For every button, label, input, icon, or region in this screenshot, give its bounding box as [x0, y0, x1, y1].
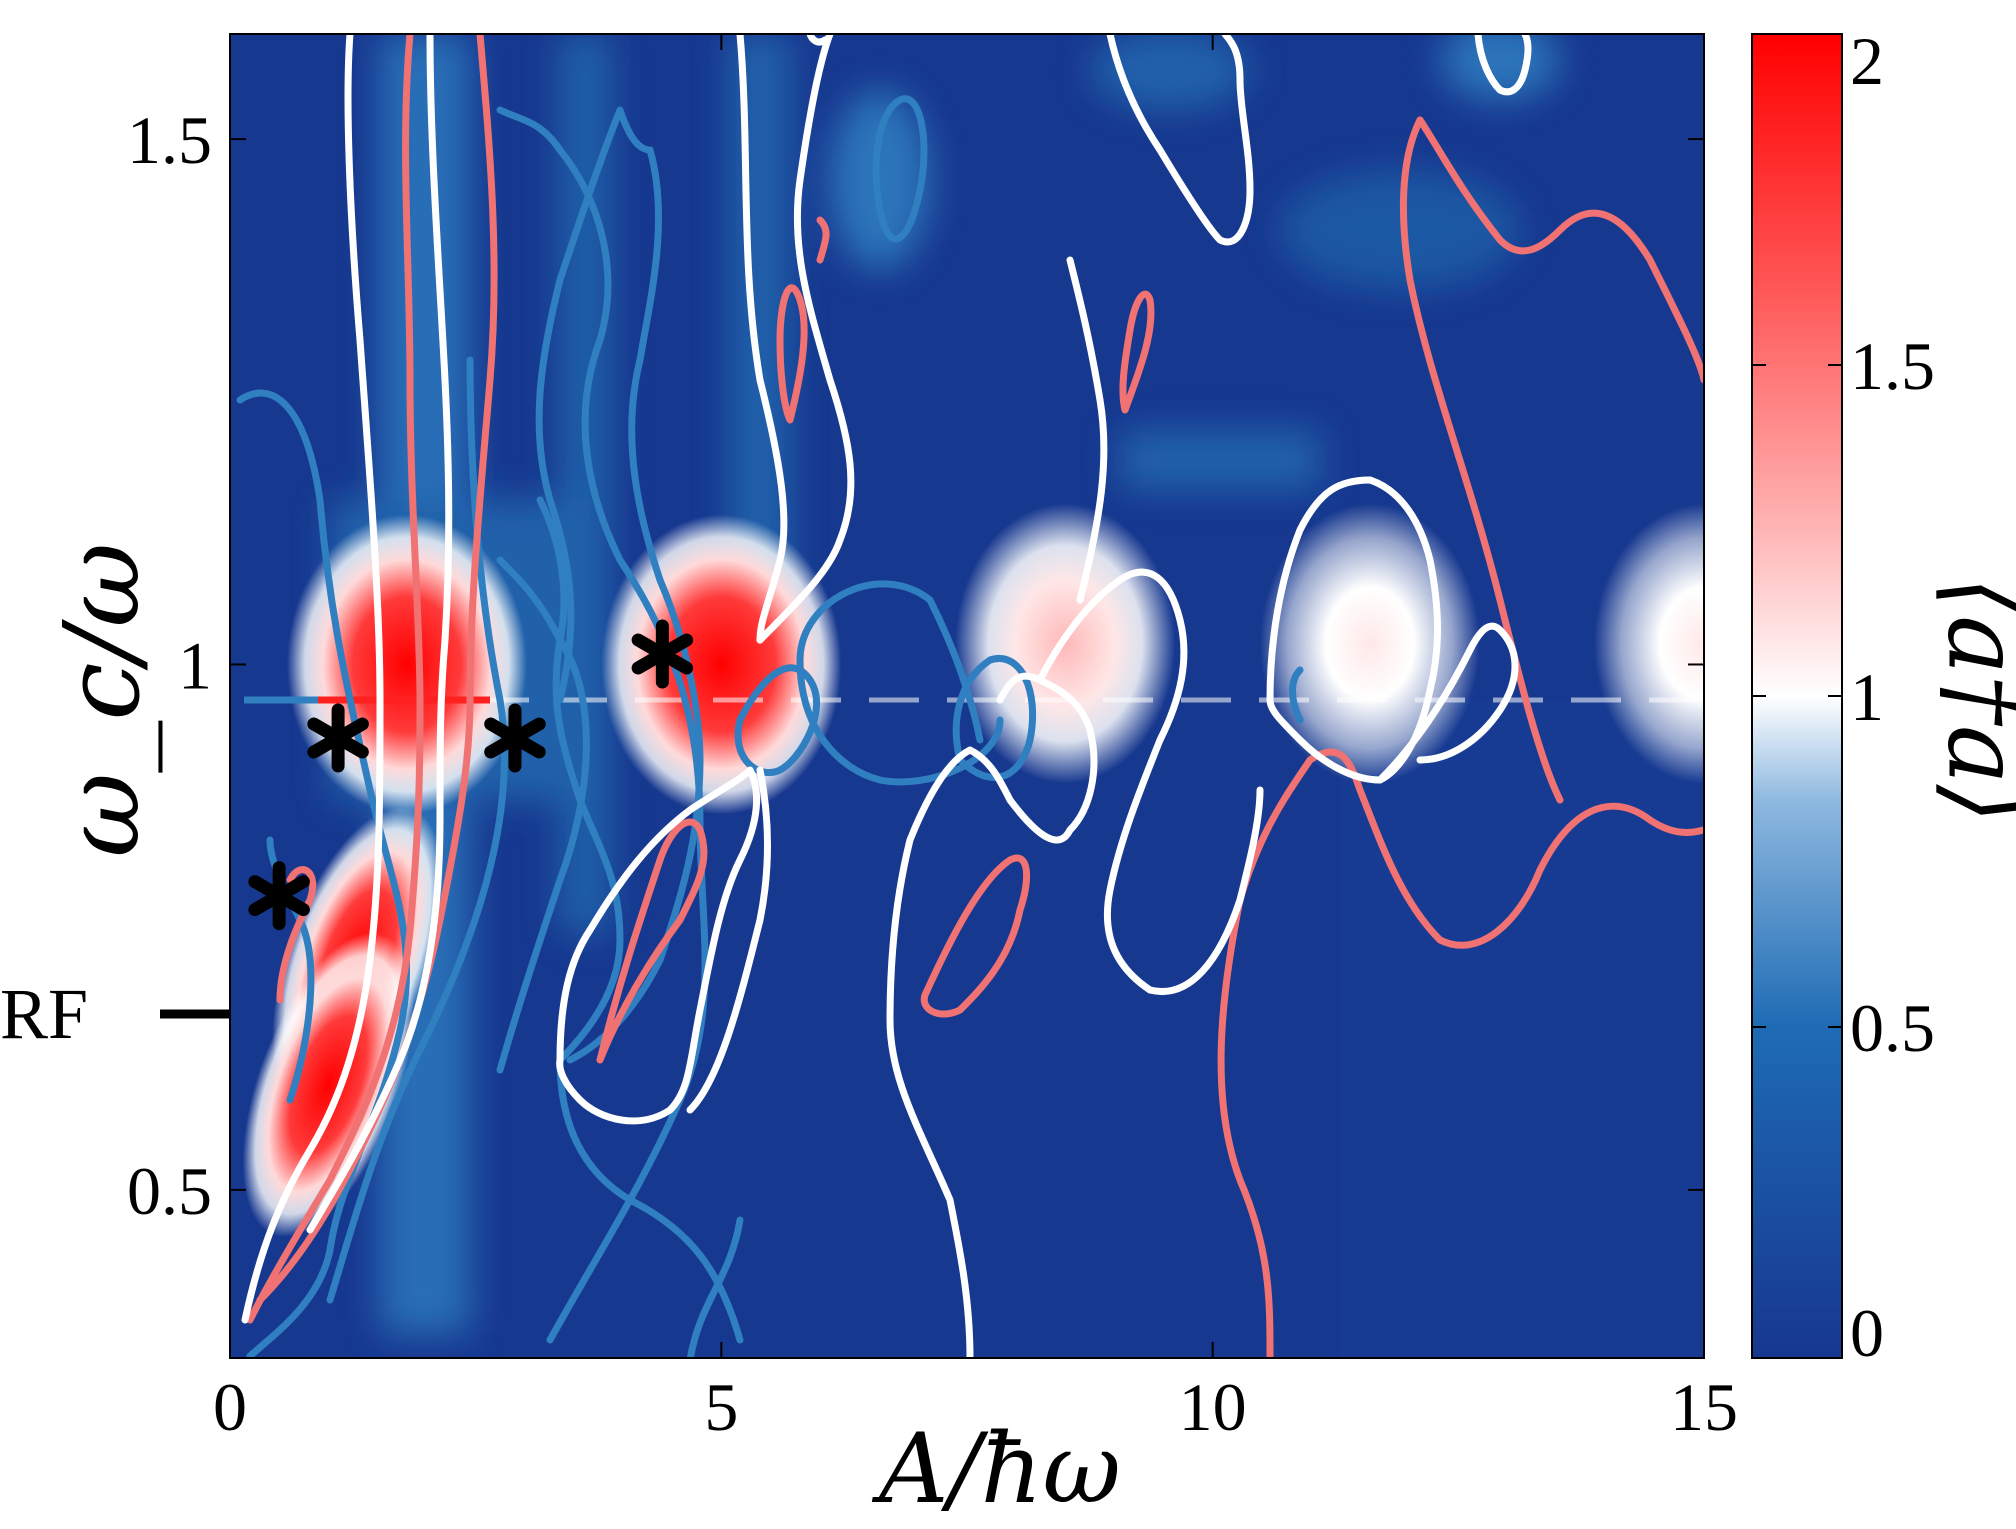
asterisk-marker-3 [484, 703, 546, 773]
contour-pink-7 [920, 854, 1031, 1018]
contour-blue-5 [496, 106, 709, 1344]
x-tick-label: 5 [704, 1369, 738, 1445]
annotations-layer [248, 619, 694, 931]
light-blob-4 [1280, 170, 1520, 290]
contour-blue-10 [796, 580, 1004, 786]
x-axis: 0 5 10 15 [213, 34, 1738, 1445]
y-axis-label-text: ω_c/ω [41, 543, 163, 858]
contour-pink-5 [776, 284, 808, 424]
contour-pink-12 [1399, 116, 1564, 804]
colorbar-tick-label: 0.5 [1850, 990, 1935, 1066]
contour-white-9 [1036, 568, 1188, 994]
contour-white-5 [736, 34, 788, 644]
contour-blue-4 [496, 556, 590, 1074]
contour-pink-4 [596, 818, 708, 1064]
contour-white-14 [1376, 622, 1519, 784]
x-tick-label: 10 [1179, 1369, 1247, 1445]
x-axis-label: A/ħω [871, 1413, 1121, 1525]
y-axis: 0.5 1 1.5 [127, 102, 1704, 1229]
contour-white-13 [1266, 476, 1441, 784]
contour-pink-10 [1306, 748, 1704, 949]
contour-blue-11 [686, 1216, 744, 1358]
colorbar-tick-label: 1 [1850, 659, 1884, 735]
contour-white-3 [556, 766, 761, 1125]
y-tick-label: 1.5 [127, 102, 212, 178]
contour-pink-3 [276, 866, 317, 1004]
x-tick-label: 15 [1670, 1369, 1738, 1445]
asterisk-marker-1 [248, 861, 310, 931]
contour-blue-3 [266, 836, 315, 1104]
contour-blue-12 [872, 95, 928, 243]
plot-frame [229, 33, 1705, 1359]
colorbar-ticks: 0 0.5 1 1.5 2 [1752, 23, 1935, 1371]
dim-zone [1340, 700, 1700, 1358]
y-tick-label: 0.5 [127, 1153, 212, 1229]
colorbar-tick-label: 2 [1850, 23, 1884, 99]
y-axis-label: ω_c/ω [41, 543, 163, 858]
contour-white-10 [1146, 786, 1264, 995]
rf-label: RF [0, 974, 88, 1054]
asterisk-marker-2 [307, 703, 369, 773]
contour-white-8 [996, 672, 1098, 834]
contour-white-4 [686, 766, 771, 1114]
colorbar-gradient [1751, 33, 1843, 1359]
heatmap-field [230, 34, 1704, 1358]
contour-blue-1 [236, 389, 411, 1358]
contour-white-11 [1066, 256, 1108, 604]
x-tick-label: 0 [213, 1369, 247, 1445]
hotspot-2 [242, 932, 414, 1238]
contour-white-7 [886, 746, 1074, 1358]
colorbar-tick-label: 0 [1850, 1295, 1884, 1371]
contour-pink-8 [1119, 290, 1155, 414]
light-blob-1 [830, 90, 930, 270]
colorbar: 0 0.5 1 1.5 2 ⟨a†a⟩ [1751, 23, 2016, 1371]
x-axis-label-text: A/ħω [871, 1413, 1121, 1525]
contour-blue-6 [536, 496, 624, 1064]
contour-pink-11 [1416, 116, 1704, 384]
colorbar-tick-label: 1.5 [1850, 328, 1935, 404]
asterisk-marker-4 [631, 619, 694, 689]
contour-blue-8 [535, 106, 704, 1064]
light-band-4 [1120, 430, 1320, 490]
contours-white [241, 34, 1532, 1358]
contour-pink-9 [1217, 756, 1314, 1358]
colorbar-label: ⟨a†a⟩ [1925, 576, 2016, 823]
contour-blue-14 [1289, 666, 1304, 724]
contour-pink-1 [246, 34, 424, 1324]
contour-white-15 [1474, 34, 1532, 96]
hotspot-7 [1594, 503, 1704, 784]
contour-white-2 [306, 34, 453, 1234]
y-tick-label: 1 [178, 627, 212, 703]
contour-pink-6 [816, 216, 830, 264]
contour-white-1 [241, 34, 384, 1324]
contour-white-16 [806, 34, 829, 46]
contour-white-6 [756, 34, 855, 644]
contour-white-12 [1106, 34, 1254, 246]
